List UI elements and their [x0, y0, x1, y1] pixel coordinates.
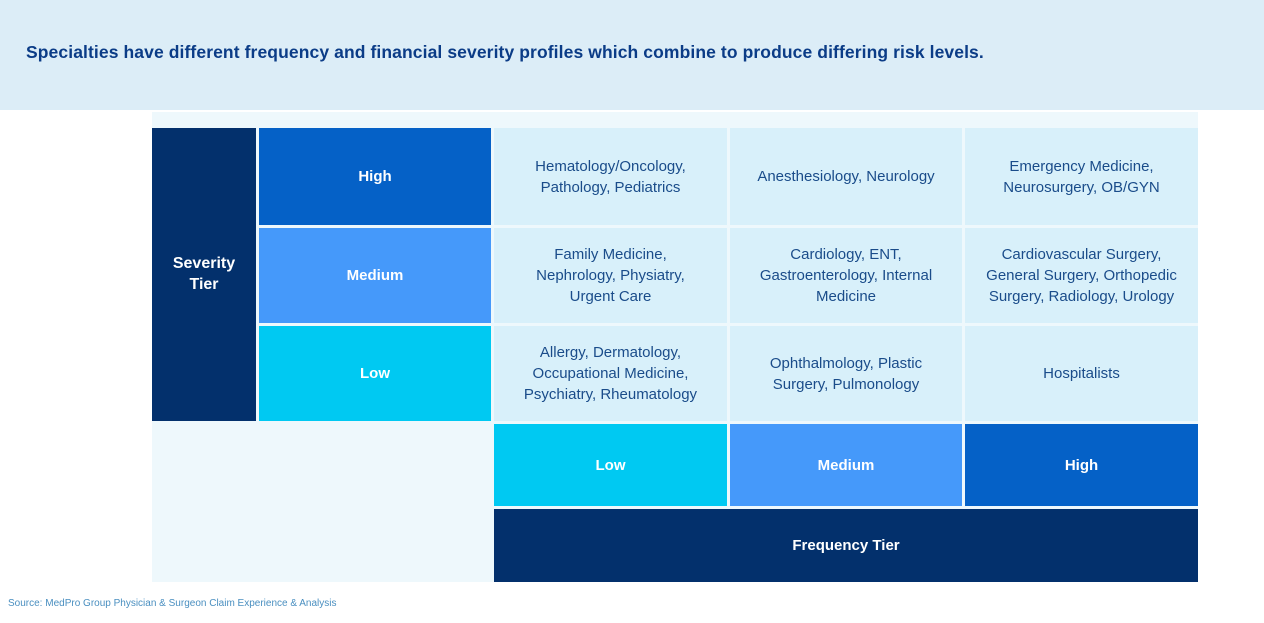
title-band: Specialties have different frequency and… — [0, 0, 1264, 110]
severity-tier-medium-header: Medium — [259, 228, 491, 323]
risk-matrix: Severity Tier High Medium Low Hematology… — [152, 112, 1198, 582]
matrix-cell-severity-high-frequency-medium: Anesthesiology, Neurology — [730, 128, 962, 225]
matrix-cell-severity-medium-frequency-low: Family Medicine, Nephrology, Physiatry, … — [494, 228, 727, 323]
matrix-cell-severity-low-frequency-low: Allergy, Dermatology, Occupational Medic… — [494, 326, 727, 421]
matrix-cell-severity-high-frequency-high: Emergency Medicine, Neurosurgery, OB/GYN — [965, 128, 1198, 225]
frequency-tier-high-header: High — [965, 424, 1198, 506]
frequency-axis-label: Frequency Tier — [494, 509, 1198, 582]
frequency-tier-low-header: Low — [494, 424, 727, 506]
matrix-cell-severity-low-frequency-medium: Ophthalmology, Plastic Surgery, Pulmonol… — [730, 326, 962, 421]
matrix-cell-severity-medium-frequency-high: Cardiovascular Surgery, General Surgery,… — [965, 228, 1198, 323]
matrix-cell-severity-low-frequency-high: Hospitalists — [965, 326, 1198, 421]
frequency-tier-medium-header: Medium — [730, 424, 962, 506]
matrix-cell-severity-high-frequency-low: Hematology/Oncology, Pathology, Pediatri… — [494, 128, 727, 225]
severity-axis-label: Severity Tier — [152, 128, 256, 421]
page-title: Specialties have different frequency and… — [26, 42, 984, 62]
risk-matrix-grid: Severity Tier High Medium Low Hematology… — [152, 128, 1198, 582]
source-note: Source: MedPro Group Physician & Surgeon… — [8, 598, 337, 609]
matrix-cell-severity-medium-frequency-medium: Cardiology, ENT, Gastroenterology, Inter… — [730, 228, 962, 323]
severity-tier-high-header: High — [259, 128, 491, 225]
severity-tier-low-header: Low — [259, 326, 491, 421]
